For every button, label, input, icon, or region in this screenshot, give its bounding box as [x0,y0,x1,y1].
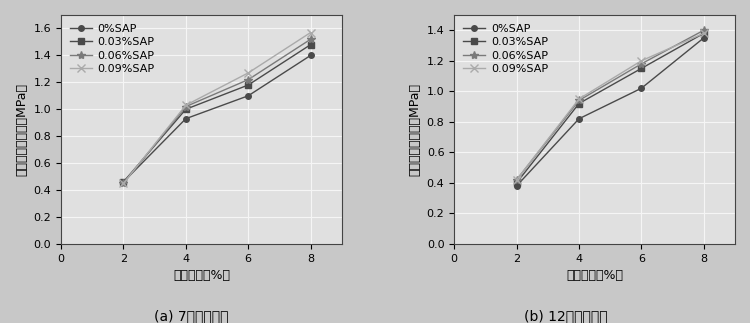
Line: 0.06%SAP: 0.06%SAP [119,35,315,187]
Legend: 0%SAP, 0.03%SAP, 0.06%SAP, 0.09%SAP: 0%SAP, 0.03%SAP, 0.06%SAP, 0.09%SAP [67,21,158,77]
0%SAP [637,86,646,90]
X-axis label: 石灰掘量（%）: 石灰掘量（%） [566,269,623,282]
0%SAP [119,180,128,184]
0.06%SAP [306,37,315,41]
0.06%SAP [119,181,128,185]
0%SAP [306,53,315,57]
Line: 0.03%SAP: 0.03%SAP [514,31,706,186]
0.03%SAP [512,181,521,185]
0.06%SAP [244,78,253,82]
0.06%SAP [699,28,708,32]
0.06%SAP [182,105,190,109]
0.09%SAP [244,71,253,75]
0.06%SAP [512,178,521,182]
0.06%SAP [574,99,584,102]
X-axis label: 石灰掘量（%）: 石灰掘量（%） [173,269,230,282]
0.09%SAP [574,97,584,101]
Line: 0.06%SAP: 0.06%SAP [512,26,708,184]
0.09%SAP [119,181,128,185]
Line: 0%SAP: 0%SAP [121,53,314,185]
Legend: 0%SAP, 0.03%SAP, 0.06%SAP, 0.09%SAP: 0%SAP, 0.03%SAP, 0.06%SAP, 0.09%SAP [460,21,551,77]
Line: 0.03%SAP: 0.03%SAP [121,42,314,185]
0.09%SAP [306,31,315,35]
Line: 0.09%SAP: 0.09%SAP [512,29,708,184]
0%SAP [512,184,521,188]
0.03%SAP [306,43,315,47]
0.09%SAP [512,178,521,182]
0.03%SAP [699,31,708,35]
0.06%SAP [637,62,646,66]
0%SAP [574,117,584,121]
0.03%SAP [574,101,584,105]
0.03%SAP [119,180,128,184]
0.03%SAP [244,83,253,87]
Y-axis label: 无侧限抗压强度（MPa）: 无侧限抗压强度（MPa） [15,83,28,176]
0.03%SAP [182,107,190,111]
0%SAP [244,94,253,98]
Text: (a) 7次干湿循环: (a) 7次干湿循环 [154,309,229,323]
0.03%SAP [637,67,646,70]
Line: 0%SAP: 0%SAP [514,35,706,189]
0.09%SAP [699,31,708,35]
0.09%SAP [182,103,190,107]
Line: 0.09%SAP: 0.09%SAP [119,28,315,187]
0.09%SAP [637,59,646,63]
Text: (b) 12次干湿循环: (b) 12次干湿循环 [524,309,608,323]
0%SAP [182,117,190,120]
Y-axis label: 无侧限抗压强度（MPa）: 无侧限抗压强度（MPa） [408,83,422,176]
0%SAP [699,36,708,40]
